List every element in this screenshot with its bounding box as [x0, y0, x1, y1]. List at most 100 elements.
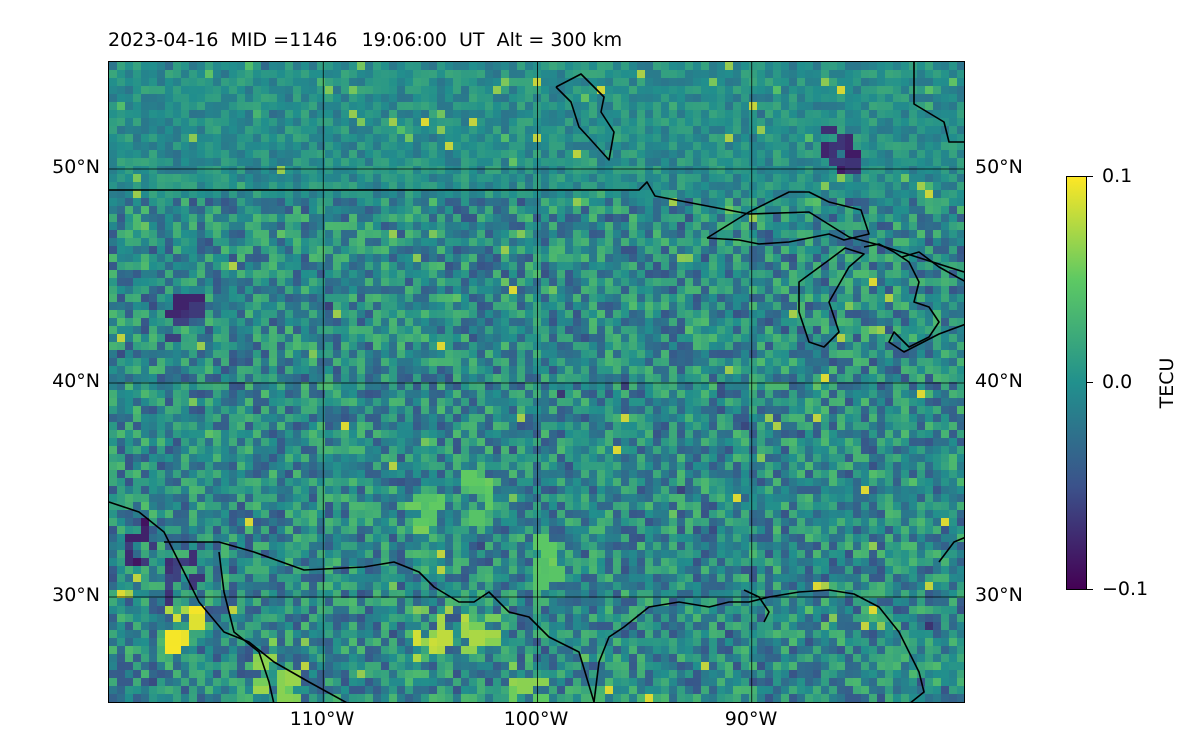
heatmap-cell	[741, 398, 749, 406]
heatmap-cell	[741, 278, 749, 286]
heatmap-cell	[949, 326, 957, 334]
heatmap-cell	[197, 198, 205, 206]
heatmap-cell	[525, 278, 533, 286]
heatmap-cell	[869, 414, 877, 422]
heatmap-cell	[381, 366, 389, 374]
heatmap-cell	[613, 406, 621, 414]
heatmap-cell	[589, 190, 597, 198]
heatmap-cell	[877, 422, 885, 430]
heatmap-cell	[197, 270, 205, 278]
heatmap-cell	[725, 230, 733, 238]
heatmap-cell	[413, 206, 421, 214]
heatmap-cell	[685, 110, 693, 118]
heatmap-cell	[245, 366, 253, 374]
heatmap-cell	[781, 422, 789, 430]
heatmap-cell	[941, 326, 949, 334]
heatmap-cell	[237, 414, 245, 422]
heatmap-cell	[893, 270, 901, 278]
heatmap-cell	[877, 342, 885, 350]
heatmap-cell	[309, 182, 317, 190]
heatmap-cell	[125, 190, 133, 198]
heatmap-cell	[917, 406, 925, 414]
heatmap-cell	[221, 94, 229, 102]
heatmap-cell	[389, 118, 397, 126]
heatmap-cell	[469, 150, 477, 158]
heatmap-cell	[389, 190, 397, 198]
heatmap-cell	[189, 342, 197, 350]
heatmap-cell	[341, 110, 349, 118]
heatmap-cell	[677, 422, 685, 430]
heatmap-cell	[541, 158, 549, 166]
heatmap-cell	[813, 270, 821, 278]
heatmap-cell	[853, 406, 861, 414]
heatmap-cell	[253, 62, 261, 70]
heatmap-cell	[597, 358, 605, 366]
heatmap-cell	[357, 118, 365, 126]
heatmap-cell	[725, 294, 733, 302]
heatmap-cell	[549, 102, 557, 110]
heatmap-cell	[381, 398, 389, 406]
heatmap-cell	[853, 390, 861, 398]
heatmap-cell	[341, 246, 349, 254]
heatmap-cell	[277, 342, 285, 350]
heatmap-cell	[901, 166, 909, 174]
heatmap-cell	[781, 118, 789, 126]
heatmap-cell	[693, 166, 701, 174]
heatmap-cell	[277, 86, 285, 94]
heatmap-cell	[837, 350, 845, 358]
heatmap-cell	[365, 238, 373, 246]
heatmap-cell	[397, 342, 405, 350]
heatmap-cell	[389, 182, 397, 190]
heatmap-cell	[397, 86, 405, 94]
heatmap-cell	[565, 246, 573, 254]
heatmap-cell	[317, 262, 325, 270]
heatmap-cell	[181, 158, 189, 166]
heatmap-cell	[533, 374, 541, 382]
heatmap-cell	[725, 126, 733, 134]
heatmap-cell	[501, 414, 509, 422]
heatmap-cell	[557, 118, 565, 126]
heatmap-cell	[917, 118, 925, 126]
heatmap-cell	[501, 318, 509, 326]
heatmap-cell	[301, 406, 309, 414]
heatmap-cell	[821, 398, 829, 406]
heatmap-cell	[733, 166, 741, 174]
heatmap-cell	[773, 150, 781, 158]
heatmap-cell	[477, 358, 485, 366]
heatmap-cell	[869, 422, 877, 430]
heatmap-cell	[381, 174, 389, 182]
heatmap-cell	[669, 246, 677, 254]
heatmap-cell	[701, 190, 709, 198]
heatmap-cell	[861, 294, 869, 302]
heatmap-cell	[925, 62, 933, 70]
heatmap-cell	[565, 414, 573, 422]
heatmap-cell	[389, 390, 397, 398]
heatmap-cell	[861, 254, 869, 262]
heatmap-cell	[805, 414, 813, 422]
heatmap-cell	[765, 358, 773, 366]
heatmap-cell	[165, 254, 173, 262]
heatmap-cell	[445, 182, 453, 190]
heatmap-cell	[933, 110, 941, 118]
heatmap-cell	[565, 206, 573, 214]
heatmap-cell	[341, 398, 349, 406]
heatmap-cell	[445, 118, 453, 126]
heatmap-cell	[213, 358, 221, 366]
heatmap-cell	[621, 142, 629, 150]
heatmap-cell	[605, 198, 613, 206]
heatmap-cell	[197, 382, 205, 390]
heatmap-cell	[821, 158, 829, 166]
heatmap-cell	[581, 150, 589, 158]
heatmap-cell	[885, 382, 893, 390]
heatmap-cell	[693, 158, 701, 166]
heatmap-cell	[245, 398, 253, 406]
heatmap-cell	[301, 126, 309, 134]
heatmap-cell	[453, 94, 461, 102]
heatmap-cell	[645, 86, 653, 94]
heatmap-cell	[549, 270, 557, 278]
map-plot-area[interactable]	[108, 61, 965, 703]
heatmap-cell	[637, 110, 645, 118]
heatmap-cell	[509, 302, 517, 310]
heatmap-cell	[517, 374, 525, 382]
heatmap-cell	[437, 246, 445, 254]
